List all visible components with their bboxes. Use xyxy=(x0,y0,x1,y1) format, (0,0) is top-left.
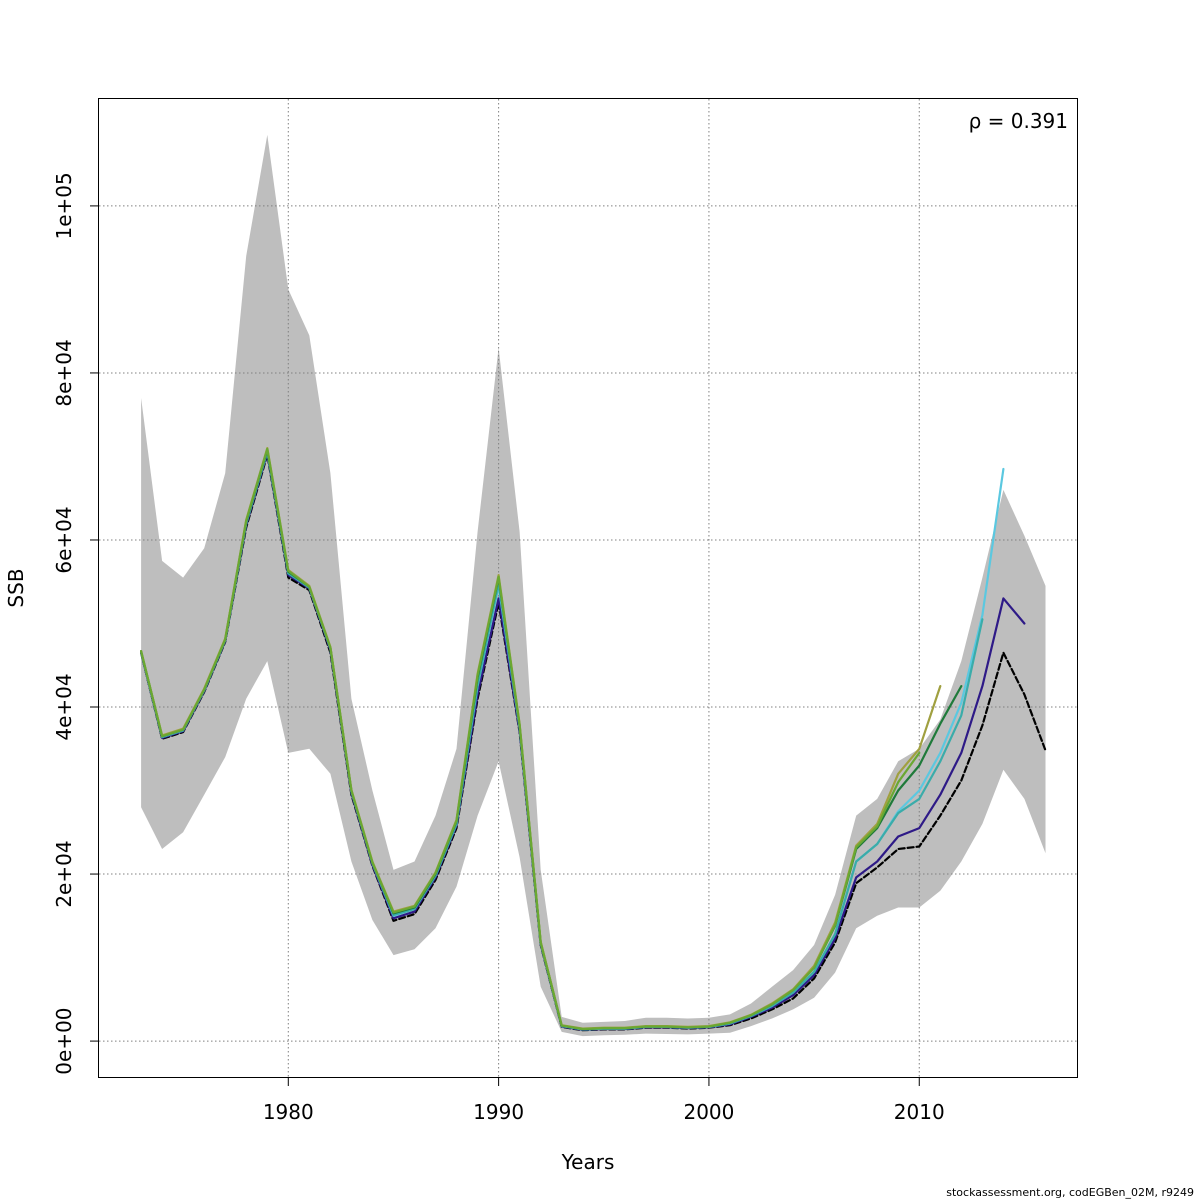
series-layer xyxy=(140,447,1047,1032)
y-tick-label: 0e+00 xyxy=(52,1007,76,1074)
x-tick-label: 1990 xyxy=(473,1100,524,1124)
credit-text: stockassessment.org, codEGBen_02M, r9249 xyxy=(946,1186,1194,1199)
x-tick-label: 2010 xyxy=(894,1100,945,1124)
confidence-band xyxy=(141,134,1046,1037)
x-tick-label: 1980 xyxy=(263,1100,314,1124)
x-axis-label: Years xyxy=(561,1150,615,1174)
rho-annotation: ρ = 0.391 xyxy=(969,109,1068,133)
y-tick-label: 8e+04 xyxy=(52,339,76,406)
axis-layer: 1980 1990 2000 2010 0e+00 2e+04 4e+04 6e+04 8e+0… xyxy=(52,172,945,1124)
y-tick-label: 1e+05 xyxy=(52,172,76,239)
y-tick-label: 4e+04 xyxy=(52,673,76,740)
confidence-band-layer xyxy=(141,134,1046,1037)
y-axis-label: SSB xyxy=(4,568,28,607)
x-tick-label: 2000 xyxy=(683,1100,734,1124)
y-tick-label: 2e+04 xyxy=(52,840,76,907)
y-tick-label: 6e+04 xyxy=(52,506,76,573)
plot-frame xyxy=(98,98,1078,1078)
series-line-7 xyxy=(140,447,921,1031)
